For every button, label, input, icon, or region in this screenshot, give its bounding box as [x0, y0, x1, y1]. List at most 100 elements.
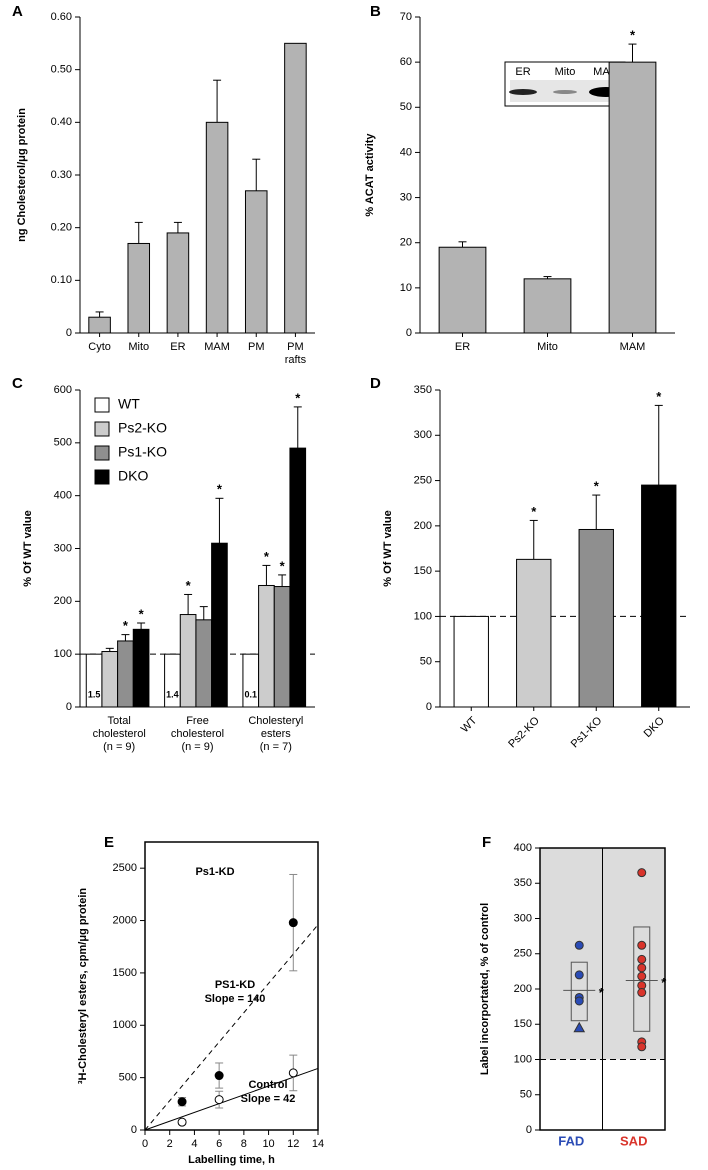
- y-axis-label: % Of WT value: [382, 510, 394, 586]
- x-tick-label: 8: [241, 1138, 247, 1150]
- x-tick-label: PM: [287, 341, 304, 353]
- y-tick-label: 100: [514, 1053, 532, 1065]
- legend-swatch: [94, 421, 110, 437]
- point: [574, 996, 584, 1006]
- y-tick-label: 250: [414, 474, 432, 486]
- y-tick-label: 20: [400, 237, 412, 249]
- bar: [641, 484, 677, 708]
- bar: [273, 586, 291, 708]
- bar: [205, 121, 229, 334]
- y-tick-label: 300: [514, 912, 532, 924]
- y-tick-label: 1500: [113, 967, 137, 979]
- x-tick-label: Ps2-KO: [506, 714, 542, 750]
- bar: [578, 528, 614, 708]
- significance: *: [123, 618, 129, 633]
- x-tick-label: cholesterol: [171, 728, 224, 740]
- significance: *: [599, 985, 605, 1000]
- bar: [211, 542, 228, 708]
- bar: [289, 447, 307, 708]
- bar: [258, 584, 275, 708]
- bar: [516, 558, 552, 708]
- y-tick-label: 400: [54, 490, 72, 502]
- annotation: Control: [248, 1079, 287, 1091]
- y-axis-label: Label incorportated, % of control: [479, 903, 491, 1075]
- bar: [438, 246, 487, 334]
- x-tick-label: Ps1-KO: [569, 714, 605, 750]
- x-tick-label: (n = 7): [260, 741, 292, 753]
- y-tick-label: 50: [520, 1089, 532, 1101]
- x-tick-label: 2: [167, 1138, 173, 1150]
- y-tick-label: 300: [54, 542, 72, 554]
- y-tick-label: 600: [54, 384, 72, 396]
- blot-band: [509, 89, 537, 95]
- y-tick-label: 0: [426, 701, 432, 713]
- point: [637, 971, 647, 981]
- chart-title: Ps1-KD: [195, 866, 234, 878]
- y-tick-label: 0.60: [51, 11, 72, 23]
- y-tick-label: 300: [414, 429, 432, 441]
- range-box: [633, 926, 651, 1032]
- y-tick-label: 500: [119, 1072, 137, 1084]
- point: [574, 970, 584, 980]
- bar: [179, 614, 197, 708]
- y-tick-label: 2500: [113, 862, 137, 874]
- point: [214, 1095, 224, 1105]
- y-tick-label: 0: [66, 327, 72, 339]
- x-axis-label: Labelling time, h: [188, 1154, 275, 1166]
- y-axis-label: % ACAT activity: [364, 133, 376, 217]
- bar: [127, 242, 151, 334]
- point: [637, 1042, 647, 1052]
- x-tick-label: ER: [170, 341, 185, 353]
- panel-label: F: [482, 834, 491, 851]
- x-tick-label: esters: [261, 728, 291, 740]
- blot-band: [553, 90, 577, 94]
- x-tick-label: Cyto: [88, 341, 111, 353]
- panel-label: A: [12, 3, 23, 20]
- y-tick-label: 0.40: [51, 116, 72, 128]
- x-tick-label: (n = 9): [181, 741, 213, 753]
- y-tick-label: 30: [400, 191, 412, 203]
- point: [637, 954, 647, 964]
- point: [214, 1071, 224, 1081]
- y-axis-label: ³H-Cholesteryl esters, cpm/μg protein: [77, 888, 89, 1084]
- panel-label: C: [12, 375, 23, 392]
- group-label: FAD: [558, 1133, 584, 1148]
- bar: [88, 316, 111, 334]
- panel-label: D: [370, 375, 381, 392]
- x-tick-label: MAM: [620, 341, 646, 353]
- y-tick-label: 200: [414, 520, 432, 532]
- x-tick-label: Free: [186, 715, 209, 727]
- legend-label: Ps1-KO: [118, 444, 167, 460]
- significance: *: [630, 28, 636, 43]
- x-tick-label: Cholesteryl: [248, 715, 303, 727]
- bar-label: 0.1: [245, 689, 258, 699]
- x-tick-label: cholesterol: [93, 728, 146, 740]
- panel-label: E: [104, 834, 114, 851]
- plot-frame: [144, 841, 319, 1131]
- point: [637, 988, 647, 998]
- fit-line: [144, 1067, 319, 1131]
- significance: *: [656, 389, 662, 404]
- x-tick-label: 14: [312, 1138, 324, 1150]
- y-tick-label: 100: [54, 648, 72, 660]
- y-tick-label: 350: [514, 877, 532, 889]
- point: [177, 1117, 187, 1127]
- point: [637, 940, 647, 950]
- y-tick-label: 250: [514, 948, 532, 960]
- significance: *: [280, 558, 286, 573]
- x-tick-label: 4: [191, 1138, 197, 1150]
- x-tick-label: 0: [142, 1138, 148, 1150]
- x-tick-label: ER: [455, 341, 470, 353]
- significance: *: [531, 504, 537, 519]
- y-tick-label: 150: [514, 1018, 532, 1030]
- x-tick-label: rafts: [285, 354, 307, 366]
- y-tick-label: 2000: [113, 914, 137, 926]
- bar: [608, 61, 657, 334]
- y-tick-label: 0: [66, 701, 72, 713]
- y-tick-label: 50: [400, 101, 412, 113]
- x-tick-label: MAM: [204, 341, 230, 353]
- x-tick-label: Mito: [537, 341, 558, 353]
- inset-label: Mito: [555, 66, 576, 78]
- legend-swatch: [94, 397, 110, 413]
- legend-label: DKO: [118, 468, 148, 484]
